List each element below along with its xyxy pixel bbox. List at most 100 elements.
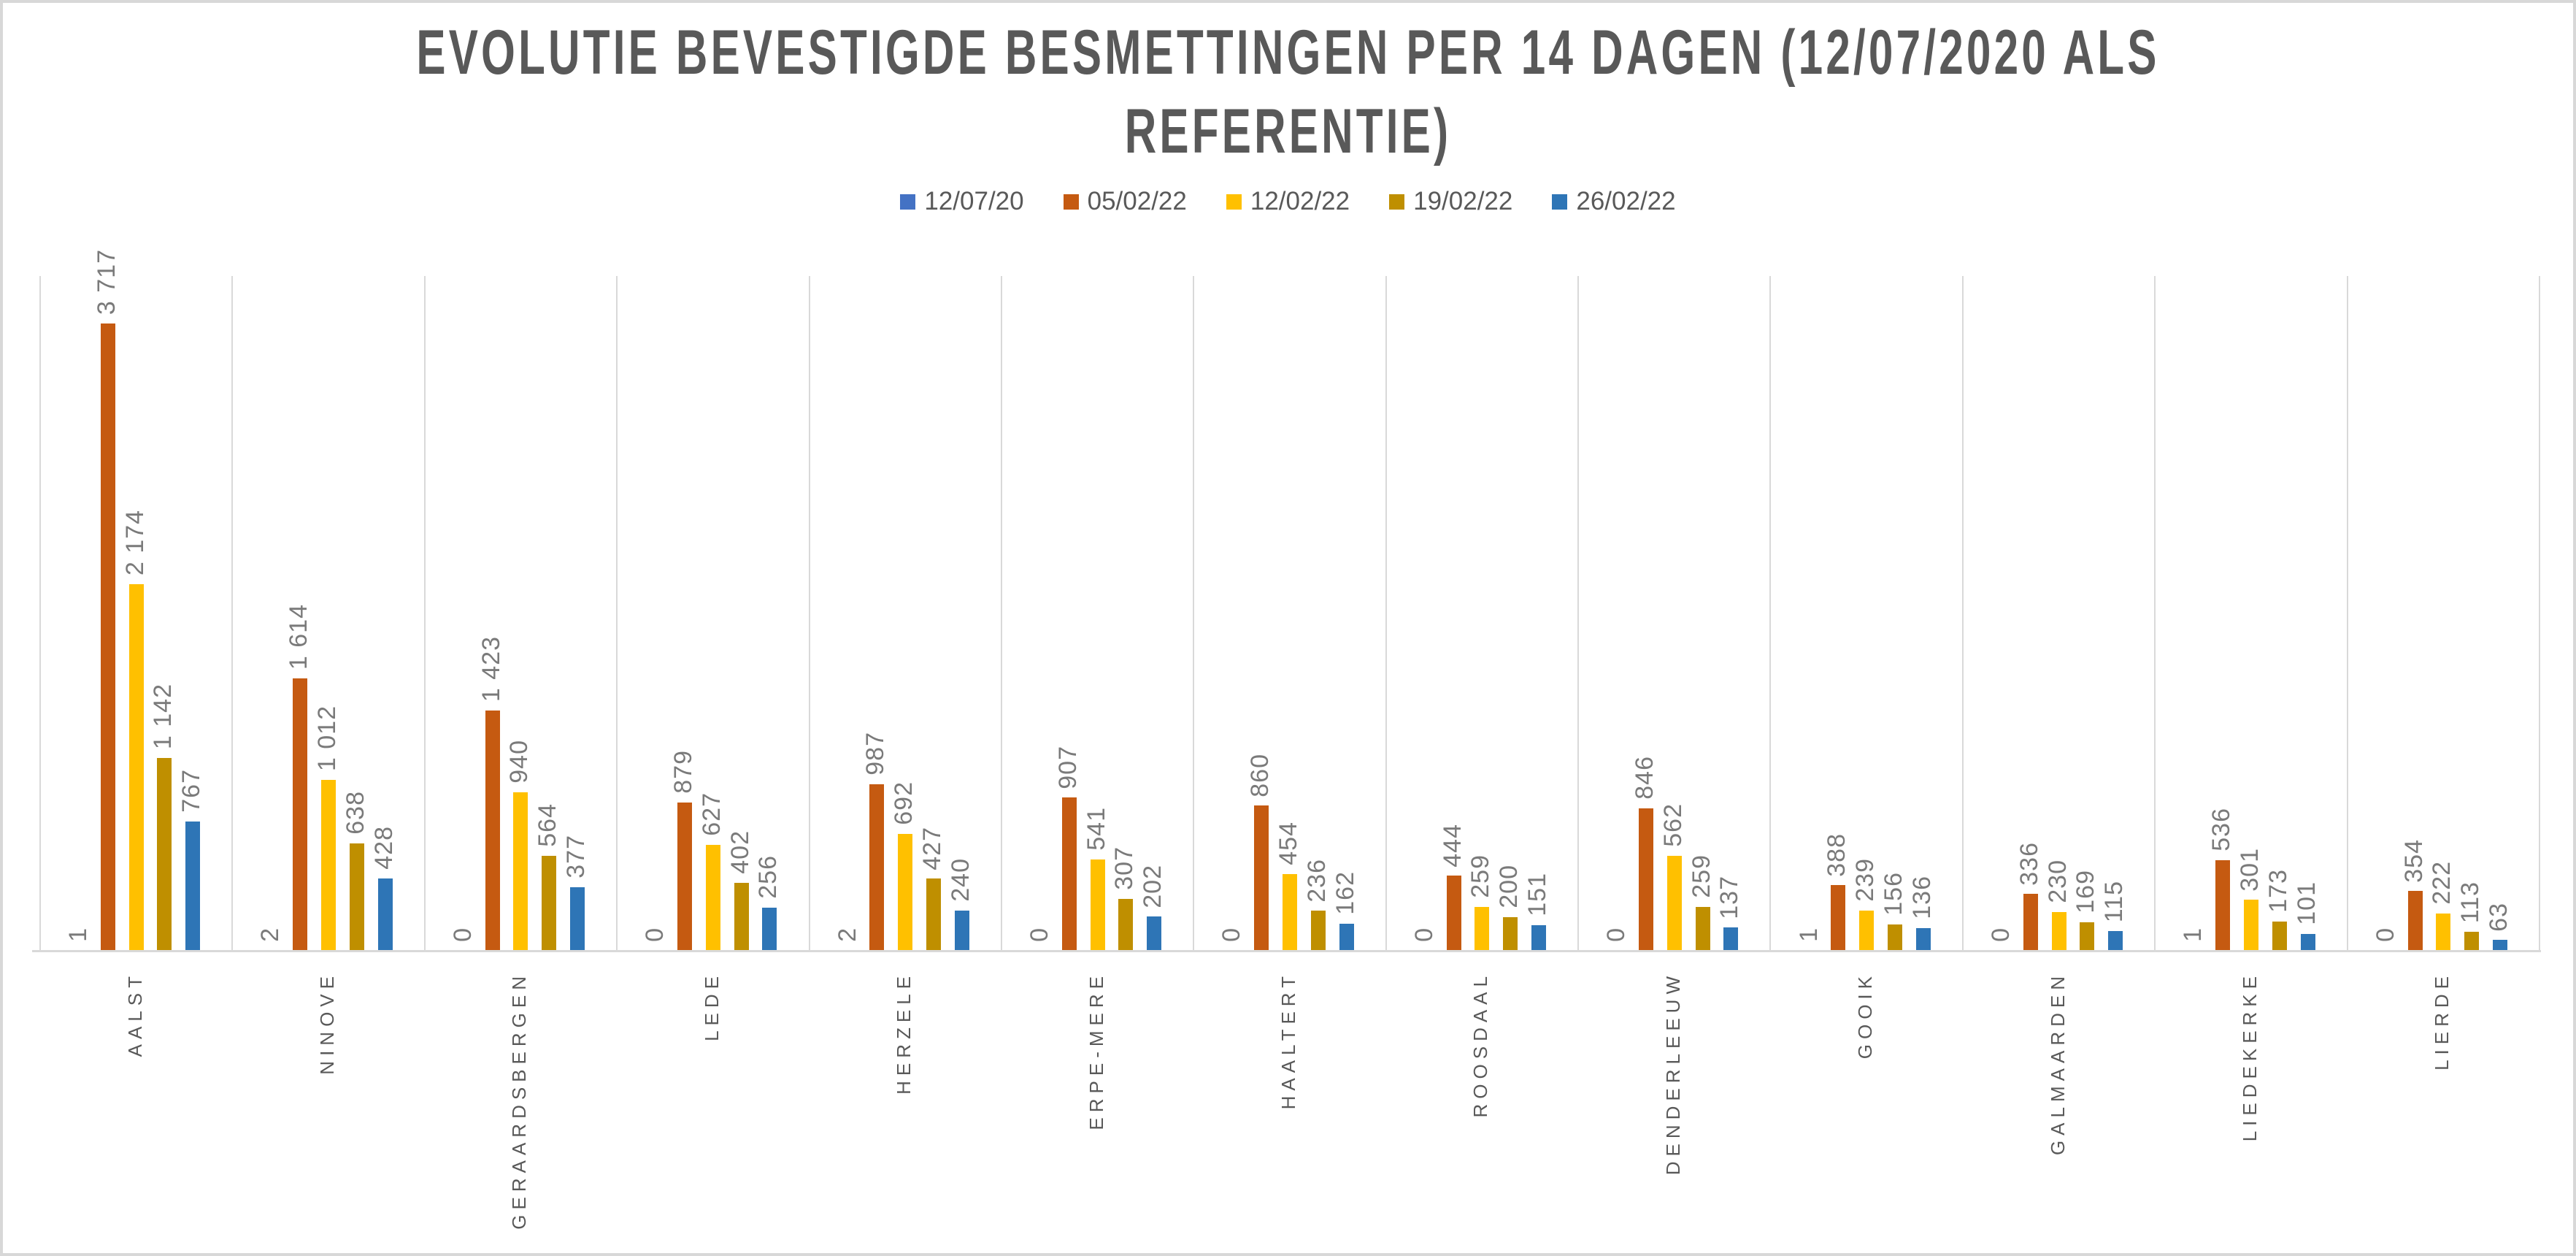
bar-value-label: 307 [1110, 846, 1139, 891]
bar-value-label: 115 [2100, 881, 2129, 923]
category-separator-gridline [2539, 276, 2540, 951]
bar-group: 0 846 562 259 137 DENDERLEEUW [1578, 276, 1770, 1175]
bar [1915, 927, 1931, 951]
bar-value-label: 402 [726, 830, 754, 875]
legend-label: 12/02/22 [1250, 187, 1350, 215]
legend-swatch-icon [1063, 194, 1079, 210]
bar-value-label: 428 [369, 826, 398, 870]
bar [2272, 922, 2287, 951]
x-axis-line [32, 950, 2541, 952]
bar-value-label: 846 [1630, 755, 1658, 800]
category-axis-label: ERPE-MERE [1085, 971, 1107, 1130]
bar [2464, 931, 2480, 951]
bar-value-label: 692 [890, 781, 918, 826]
bar-value-label: 230 [2043, 859, 2072, 903]
bar [100, 323, 115, 951]
bar [2215, 860, 2231, 951]
bar [1118, 899, 1134, 951]
bar [1695, 907, 1710, 951]
bar [1531, 925, 1546, 951]
bar-group: 0 444 259 200 151 ROOSDAAL [1386, 276, 1578, 1118]
bar-value-label: 0 [1218, 927, 1246, 942]
bar [128, 583, 144, 951]
category-separator-gridline [1193, 276, 1195, 951]
bar [293, 678, 308, 951]
chart-title-line-2: REFERENTIE) [1124, 96, 1452, 166]
bar [542, 855, 557, 951]
bar-group: 0 336 230 169 115 GALMAARDEN [1963, 276, 2155, 1155]
legend-swatch-icon [900, 194, 916, 210]
bar-value-label: 259 [1466, 854, 1495, 899]
bar-value-label: 1 012 [313, 705, 342, 772]
category-separator-gridline [423, 276, 426, 951]
bar-value-label: 0 [1026, 927, 1053, 942]
bar-value-label: 940 [505, 740, 534, 784]
bar [157, 758, 172, 951]
category-separator-gridline [1961, 276, 1964, 951]
bar [1254, 805, 1269, 951]
bar [2108, 931, 2123, 951]
bar [513, 792, 528, 951]
bar-value-label: 0 [2371, 927, 2399, 942]
bar-group: 2 1 614 1 012 638 428 NINOVE [232, 276, 424, 1075]
bar-value-label: 256 [754, 855, 783, 899]
bar-value-label: 137 [1715, 875, 1744, 919]
bar-value-label: 2 [833, 927, 861, 942]
bar-value-label: 907 [1053, 745, 1082, 789]
bar [954, 910, 969, 951]
bar [869, 784, 885, 951]
category-separator-gridline [1385, 276, 1387, 951]
bar-value-label: 259 [1687, 854, 1715, 899]
bar-group: 0 1 423 940 564 377 GERAARDSBERGEN [425, 276, 617, 1230]
bar [898, 834, 913, 951]
bar-value-label: 1 [64, 927, 93, 942]
category-axis-label: HAALTERT [1277, 971, 1299, 1110]
bar-value-label: 987 [861, 732, 890, 776]
legend-label: 05/02/22 [1087, 187, 1187, 215]
bar [1503, 916, 1518, 951]
bar-value-label: 336 [2015, 841, 2043, 886]
category-axis-label: AALST [123, 971, 146, 1057]
bar-value-label: 454 [1274, 822, 1302, 866]
bar [321, 780, 337, 951]
bar-value-label: 541 [1082, 807, 1110, 851]
category-separator-gridline [1769, 276, 1772, 951]
bar [2080, 922, 2095, 951]
bar [1446, 876, 1461, 951]
bar-value-label: 202 [1139, 864, 1167, 908]
bar-value-label: 162 [1331, 870, 1359, 915]
bar-value-label: 239 [1851, 858, 1880, 902]
bar-value-label: 562 [1658, 803, 1687, 848]
legend-swatch-icon [1226, 194, 1242, 210]
bar-value-label: 0 [641, 927, 669, 942]
bar [185, 821, 201, 951]
bar-value-label: 627 [697, 792, 726, 837]
category-axis-label: GOOIK [1854, 971, 1877, 1060]
bar-value-label: 136 [1907, 875, 1936, 919]
bar-value-label: 151 [1523, 873, 1551, 917]
bar-value-label: 860 [1246, 753, 1274, 797]
bar [1339, 923, 1354, 951]
bar-value-label: 536 [2207, 808, 2236, 852]
bar-group: 1 3 717 2 174 1 142 767 AALST [40, 249, 232, 1057]
category-axis-label: GERAARDSBERGEN [508, 971, 531, 1230]
bar-value-label: 222 [2428, 860, 2456, 905]
bar [1831, 885, 1846, 951]
bar-value-label: 564 [534, 803, 562, 847]
bar-value-label: 200 [1495, 865, 1523, 908]
bar [1859, 910, 1875, 951]
bar-value-label: 3 717 [92, 249, 120, 315]
legend-label: 19/02/22 [1413, 187, 1513, 215]
bar [1638, 808, 1653, 951]
bar-value-label: 638 [341, 790, 369, 835]
bar [1282, 874, 1297, 951]
category-axis-label: HERZELE [893, 971, 915, 1095]
bar [734, 883, 749, 951]
bar-value-label: 169 [2072, 870, 2100, 914]
bar-group: 1 536 301 173 101 LIEDEKERKE [2155, 276, 2347, 1141]
bar [1475, 907, 1490, 951]
bar-value-label: 354 [2399, 838, 2428, 883]
category-axis-label: LEDE [700, 971, 723, 1041]
legend-item: 19/02/22 [1389, 187, 1512, 216]
bar-group: 0 907 541 307 202 ERPE-MERE [1001, 276, 1193, 1130]
